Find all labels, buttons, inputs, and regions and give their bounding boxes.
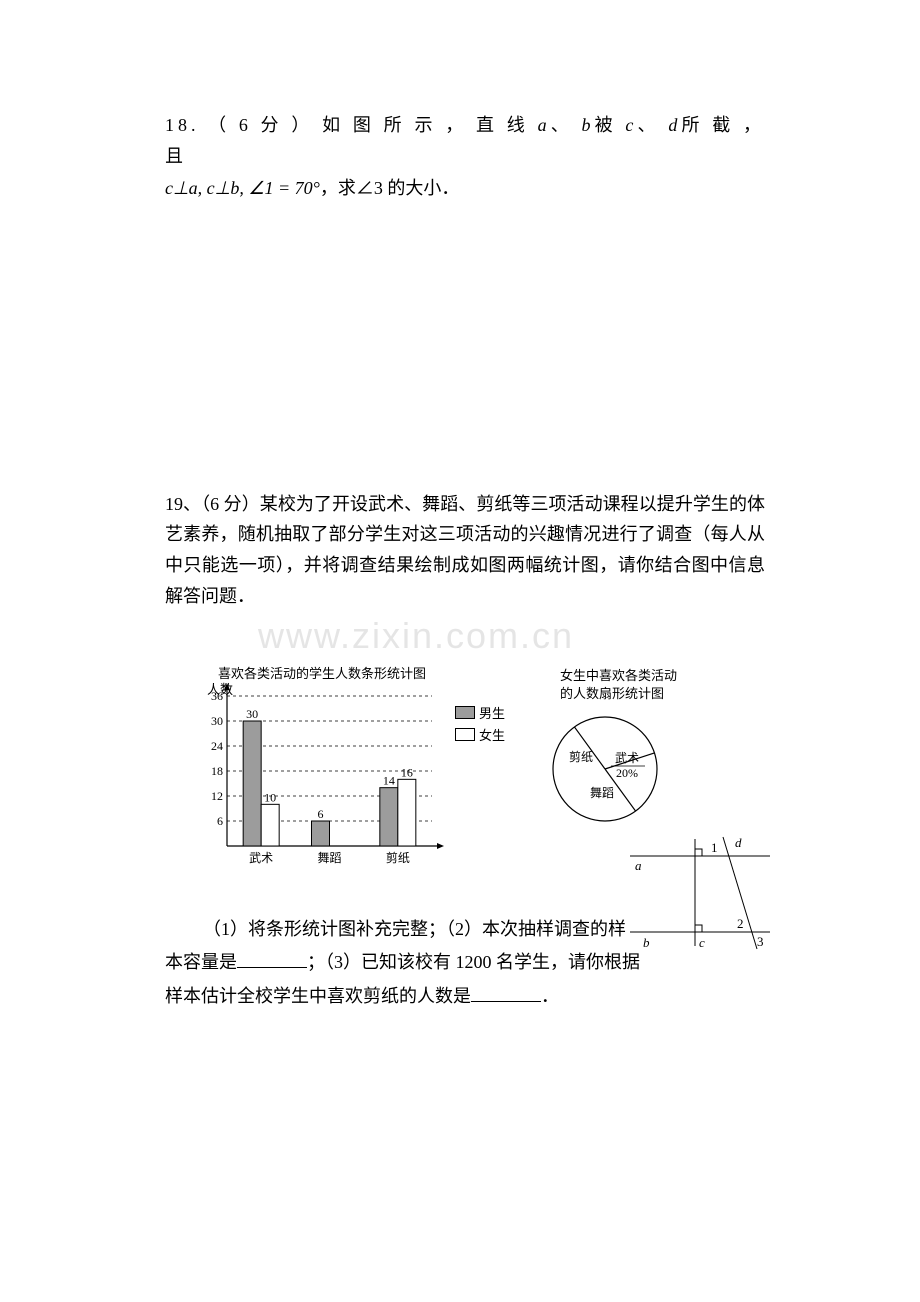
pie-chart-title: 女生中喜欢各类活动 的人数扇形统计图 — [560, 667, 677, 703]
blank-1 — [237, 965, 307, 968]
svg-text:武术: 武术 — [249, 851, 273, 865]
legend-female: 女生 — [455, 725, 505, 744]
sep2: 、 — [637, 115, 668, 135]
svg-text:2: 2 — [737, 916, 744, 931]
var-b: b — [581, 115, 594, 135]
pie-title-1: 女生中喜欢各类活动 — [560, 668, 677, 683]
q19-sub3: ． — [541, 986, 559, 1006]
legend: 男生 女生 — [455, 703, 505, 747]
pie-title-2: 的人数扇形统计图 — [560, 686, 664, 701]
svg-text:6: 6 — [318, 807, 324, 821]
bar-chart: 6 12 18 24 30 36 30 10 武术 6 舞蹈 14 16 剪纸 — [205, 681, 445, 876]
svg-text:舞蹈: 舞蹈 — [317, 851, 341, 865]
question-19-subparts: （1）将条形统计图补充完整；（2）本次抽样调查的样本容量是；（3）已知该校有 1… — [165, 913, 640, 1013]
mid: 被 — [594, 115, 625, 135]
q18-line2: c⊥a, c⊥b, ∠1 = 70°，求∠3 的大小． — [165, 173, 765, 204]
pie-chart: 武术20%舞蹈 剪纸 — [540, 709, 680, 839]
var-c: c — [625, 115, 637, 135]
svg-text:20%: 20% — [616, 766, 638, 780]
q18-rest: ，求∠3 的大小． — [320, 178, 460, 198]
svg-text:剪纸: 剪纸 — [386, 850, 410, 865]
bar-chart-title: 喜欢各类活动的学生人数条形统计图 — [218, 663, 426, 682]
svg-text:剪纸: 剪纸 — [569, 749, 593, 764]
var-d: d — [668, 115, 681, 135]
svg-text:10: 10 — [264, 790, 276, 804]
var-a: a — [538, 115, 551, 135]
question-18: 18. （ 6 分 ） 如 图 所 示 ， 直 线 a、 b被 c、 d所 截 … — [165, 110, 765, 204]
svg-text:30: 30 — [211, 714, 223, 728]
svg-text:24: 24 — [211, 739, 223, 753]
charts-region: 喜欢各类活动的学生人数条形统计图 人数 612182430363010武术6舞蹈… — [165, 663, 765, 883]
svg-text:6: 6 — [217, 814, 223, 828]
svg-text:18: 18 — [211, 764, 223, 778]
legend-female-label: 女生 — [479, 725, 505, 744]
sep1: 、 — [551, 115, 582, 135]
watermark: www.zixin.com.cn — [258, 615, 574, 657]
q18-line1: 18. （ 6 分 ） 如 图 所 示 ， 直 线 a、 b被 c、 d所 截 … — [165, 110, 765, 171]
svg-text:舞蹈: 舞蹈 — [590, 786, 614, 800]
svg-text:武术: 武术 — [615, 751, 639, 765]
legend-male-box — [455, 706, 475, 719]
legend-male: 男生 — [455, 703, 505, 722]
q18-prefix: 18. （ 6 分 ） 如 图 所 示 ， 直 线 — [165, 115, 538, 135]
question-19: 19、（6 分）某校为了开设武术、舞蹈、剪纸等三项活动课程以提升学生的体艺素养，… — [165, 489, 765, 611]
svg-text:12: 12 — [211, 789, 223, 803]
svg-text:3: 3 — [757, 934, 764, 949]
svg-text:b: b — [643, 935, 650, 950]
blank-2 — [471, 999, 541, 1002]
q18-math: c⊥a, c⊥b, ∠1 = 70° — [165, 178, 320, 198]
svg-text:c: c — [699, 935, 705, 950]
svg-text:30: 30 — [246, 707, 258, 721]
svg-text:16: 16 — [401, 765, 413, 779]
svg-text:36: 36 — [211, 689, 223, 703]
svg-text:14: 14 — [383, 774, 395, 788]
legend-female-box — [455, 728, 475, 741]
legend-male-label: 男生 — [479, 703, 505, 722]
